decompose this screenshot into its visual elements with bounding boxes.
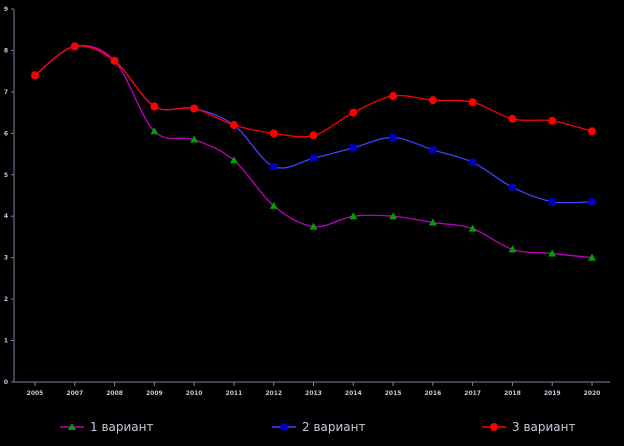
x-tick-label: 2005 — [27, 390, 44, 397]
x-tick-label: 2013 — [305, 390, 322, 397]
legend-marker — [490, 423, 498, 431]
y-tick-label: 6 — [4, 130, 8, 137]
data-point — [588, 198, 596, 206]
y-tick-label: 1 — [4, 338, 8, 345]
data-point — [548, 198, 556, 206]
x-tick-label: 2019 — [544, 390, 561, 397]
x-tick-label: 2011 — [226, 390, 243, 397]
y-tick-label: 7 — [4, 89, 8, 96]
axes: 0 1 2 3 4 5 6 7 8 9 2005 2007 2008 2009 2010 2011 2012 20… — [4, 6, 611, 397]
data-point — [150, 127, 159, 135]
legend: 1 вариант 2 вариант 3 вариант — [60, 420, 575, 434]
y-tick-label: 0 — [4, 379, 8, 386]
y-tick-label: 4 — [4, 213, 8, 220]
data-point — [508, 183, 516, 191]
data-point — [429, 146, 437, 154]
data-point — [548, 116, 557, 125]
data-point — [150, 102, 159, 111]
legend-marker — [280, 423, 288, 431]
data-point — [508, 245, 517, 253]
y-tick-label: 9 — [4, 6, 8, 13]
y-tick-label: 5 — [4, 172, 8, 179]
data-point — [588, 253, 596, 261]
legend-item-2: 2 вариант — [272, 420, 365, 434]
data-point — [310, 154, 317, 162]
data-point — [309, 222, 318, 230]
x-tick-label: 2016 — [425, 390, 442, 397]
data-point — [349, 212, 358, 220]
data-point — [269, 129, 278, 138]
data-point — [190, 104, 199, 113]
data-point — [548, 249, 557, 257]
x-tick-label: 2008 — [106, 390, 123, 397]
data-point — [229, 156, 238, 164]
data-point — [428, 218, 437, 226]
legend-marker — [68, 423, 76, 430]
legend-label: 3 вариант — [512, 420, 575, 434]
data-point — [349, 108, 358, 117]
x-tick-label: 2010 — [186, 390, 203, 397]
data-point — [190, 135, 199, 143]
legend-item-3: 3 вариант — [482, 420, 575, 434]
data-point — [70, 42, 79, 51]
y-tick-label: 2 — [4, 296, 8, 303]
data-point — [229, 121, 238, 130]
data-point — [270, 162, 278, 170]
data-point — [428, 96, 437, 105]
legend-item-1: 1 вариант — [60, 420, 153, 434]
data-point — [508, 114, 517, 123]
data-point — [389, 133, 397, 141]
x-tick-label: 2020 — [584, 390, 601, 397]
x-tick-label: 2018 — [504, 390, 521, 397]
series-layer — [31, 42, 596, 261]
data-point — [588, 127, 596, 136]
legend-label: 2 вариант — [302, 420, 365, 434]
x-tick-label: 2014 — [345, 390, 362, 397]
data-point — [309, 131, 318, 140]
legend-label: 1 вариант — [90, 420, 153, 434]
data-point — [389, 212, 398, 220]
y-tick-label: 8 — [4, 47, 8, 54]
series-3 — [31, 42, 596, 140]
x-tick-label: 2012 — [265, 390, 282, 397]
data-point — [269, 201, 278, 209]
data-point — [468, 98, 477, 107]
x-tick-label: 2017 — [464, 390, 481, 397]
x-tick-label: 2015 — [385, 390, 402, 397]
x-tick-label: 2007 — [66, 390, 83, 397]
data-point — [110, 56, 119, 65]
data-point — [468, 224, 477, 232]
data-point — [469, 158, 477, 166]
data-point — [31, 71, 39, 80]
y-tick-label: 3 — [4, 255, 8, 262]
data-point — [349, 144, 357, 152]
data-point — [389, 92, 398, 101]
x-tick-label: 2009 — [146, 390, 163, 397]
